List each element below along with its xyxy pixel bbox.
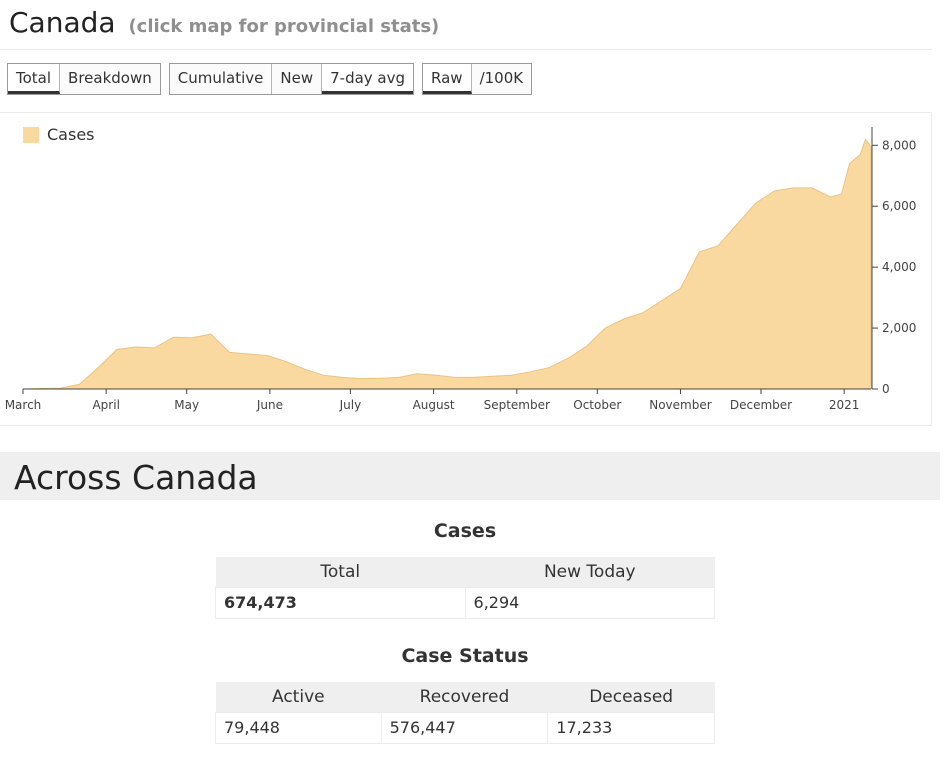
case-status-table: Active Recovered Deceased 79,448 576,447… <box>215 682 715 744</box>
x-tick-label: March <box>5 398 42 412</box>
chart-controls: Total Breakdown Cumulative New 7-day avg… <box>7 63 533 95</box>
breakdown-button[interactable]: Breakdown <box>68 69 152 87</box>
new-today-value: 6,294 <box>464 586 716 619</box>
total-cases-value: 674,473 <box>215 586 466 619</box>
y-tick-label: 8,000 <box>882 138 916 152</box>
new-button[interactable]: New <box>272 64 323 94</box>
x-tick-label: 2021 <box>829 398 860 412</box>
y-tick-label: 4,000 <box>882 260 916 274</box>
cases-area <box>22 138 872 390</box>
metric-toggle: Cumulative New 7-day avg <box>168 63 415 95</box>
scale-toggle: Raw /100K <box>422 63 533 95</box>
region-title: Canada <box>9 6 116 39</box>
deceased-value: 17,233 <box>547 711 715 744</box>
total-button[interactable]: Total <box>8 64 61 94</box>
x-tick-label: December <box>730 398 792 412</box>
raw-button[interactable]: Raw <box>423 64 472 94</box>
total-header: Total <box>215 557 466 587</box>
cases-title: Cases <box>433 520 497 542</box>
per-100k-button[interactable]: /100K <box>479 69 524 87</box>
across-header: Across Canada <box>0 452 940 500</box>
x-tick-label: June <box>256 398 283 412</box>
chart-canvas: March April May June July August September Octo… <box>5 127 916 412</box>
case-status-title: Case Status <box>401 645 529 667</box>
chart-legend: Cases <box>23 125 95 144</box>
recovered-value: 576,447 <box>380 711 549 744</box>
cases-value-row: 674,473 6,294 <box>215 586 716 619</box>
status-header-row: Active Recovered Deceased <box>215 682 715 712</box>
y-tick-label: 0 <box>882 382 890 396</box>
page-header: Canada (click map for provincial stats) <box>0 0 932 50</box>
legend-label: Cases <box>47 125 95 144</box>
scope-toggle: Total Breakdown <box>7 63 161 95</box>
x-tick-label: July <box>339 398 362 412</box>
active-value: 79,448 <box>215 711 382 744</box>
x-tick-label: November <box>649 398 711 412</box>
x-tick-label: May <box>174 398 199 412</box>
new-today-header: New Today <box>465 557 715 587</box>
x-tick-label: October <box>573 398 621 412</box>
x-tick-label: August <box>413 398 455 412</box>
x-tick-label: September <box>484 398 550 412</box>
y-tick-label: 2,000 <box>882 321 916 335</box>
cases-chart: March April May June July August September Octo… <box>0 112 932 426</box>
cumulative-button[interactable]: Cumulative <box>170 64 273 94</box>
map-hint: (click map for provincial stats) <box>128 16 440 37</box>
y-tick-label: 6,000 <box>882 199 916 213</box>
legend-swatch <box>23 126 39 143</box>
recovered-header: Recovered <box>381 682 548 712</box>
across-title: Across Canada <box>14 458 258 497</box>
deceased-header: Deceased <box>547 682 715 712</box>
x-tick-label: April <box>92 398 119 412</box>
active-header: Active <box>215 682 382 712</box>
cases-header-row: Total New Today <box>215 557 715 587</box>
page-title: Canada (click map for provincial stats) <box>9 6 439 39</box>
seven-day-avg-button[interactable]: 7-day avg <box>322 64 414 94</box>
cases-table: Total New Today 674,473 6,294 <box>215 557 716 619</box>
status-value-row: 79,448 576,447 17,233 <box>215 711 715 744</box>
